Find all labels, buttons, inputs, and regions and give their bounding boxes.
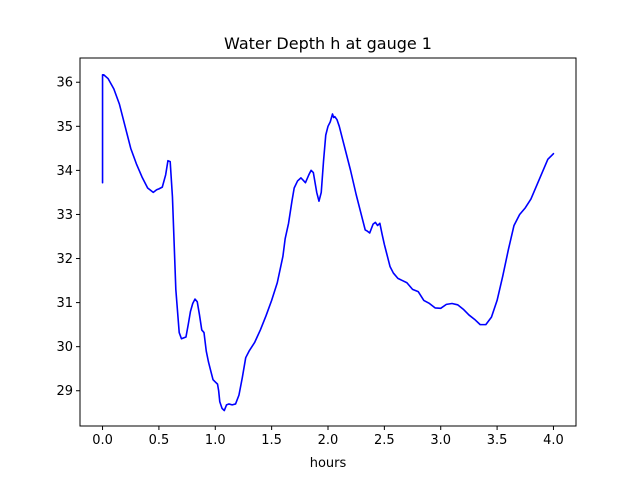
x-tick-label: 2.5 <box>374 433 395 448</box>
y-tick-label: 35 <box>56 120 73 135</box>
x-tick-label: 4.0 <box>543 433 564 448</box>
series-line-1 <box>101 73 555 412</box>
y-tick-label: 31 <box>56 296 73 311</box>
plot-area: 0.0 0.5 1.0 1.5 2.0 2.5 3.0 3.5 4.0 29 30 31 32 33 34 3… <box>56 57 577 448</box>
chart-title: Water Depth h at gauge 1 <box>224 34 432 53</box>
x-tick-label: 1.5 <box>261 433 282 448</box>
x-tick-label: 2.0 <box>318 433 339 448</box>
x-tick-label: 1.0 <box>205 433 226 448</box>
x-tick-label: 3.5 <box>487 433 508 448</box>
x-tick-label: 3.0 <box>430 433 451 448</box>
y-tick-label: 36 <box>56 76 73 91</box>
y-tick-label: 30 <box>56 340 73 355</box>
y-tick-label: 34 <box>56 164 73 179</box>
y-tick-label: 32 <box>56 252 73 267</box>
x-axis-label: hours <box>310 456 347 471</box>
y-tick-label: 29 <box>56 384 73 399</box>
x-tick-label: 0.0 <box>92 433 113 448</box>
y-tick-label: 33 <box>56 208 73 223</box>
x-tick-label: 0.5 <box>149 433 170 448</box>
